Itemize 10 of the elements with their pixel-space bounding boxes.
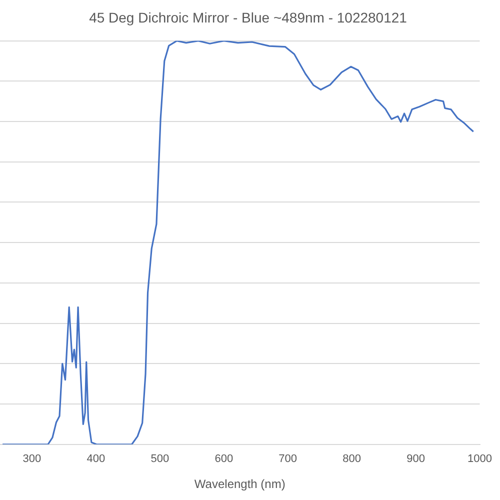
x-axis-title: Wavelength (nm)	[194, 477, 286, 492]
x-tick-label: 700	[278, 453, 298, 466]
x-tick-label: 800	[342, 453, 362, 466]
x-tick-label: 400	[86, 453, 106, 466]
x-tick-label: 600	[214, 453, 234, 466]
chart-title: 45 Deg Dichroic Mirror - Blue ~489nm - 102280121	[89, 9, 408, 26]
x-tick-label: 900	[406, 453, 425, 466]
x-tick-label: 300	[22, 453, 42, 466]
x-tick-label: 500	[150, 453, 170, 466]
x-tick-label: 1000	[468, 453, 492, 466]
